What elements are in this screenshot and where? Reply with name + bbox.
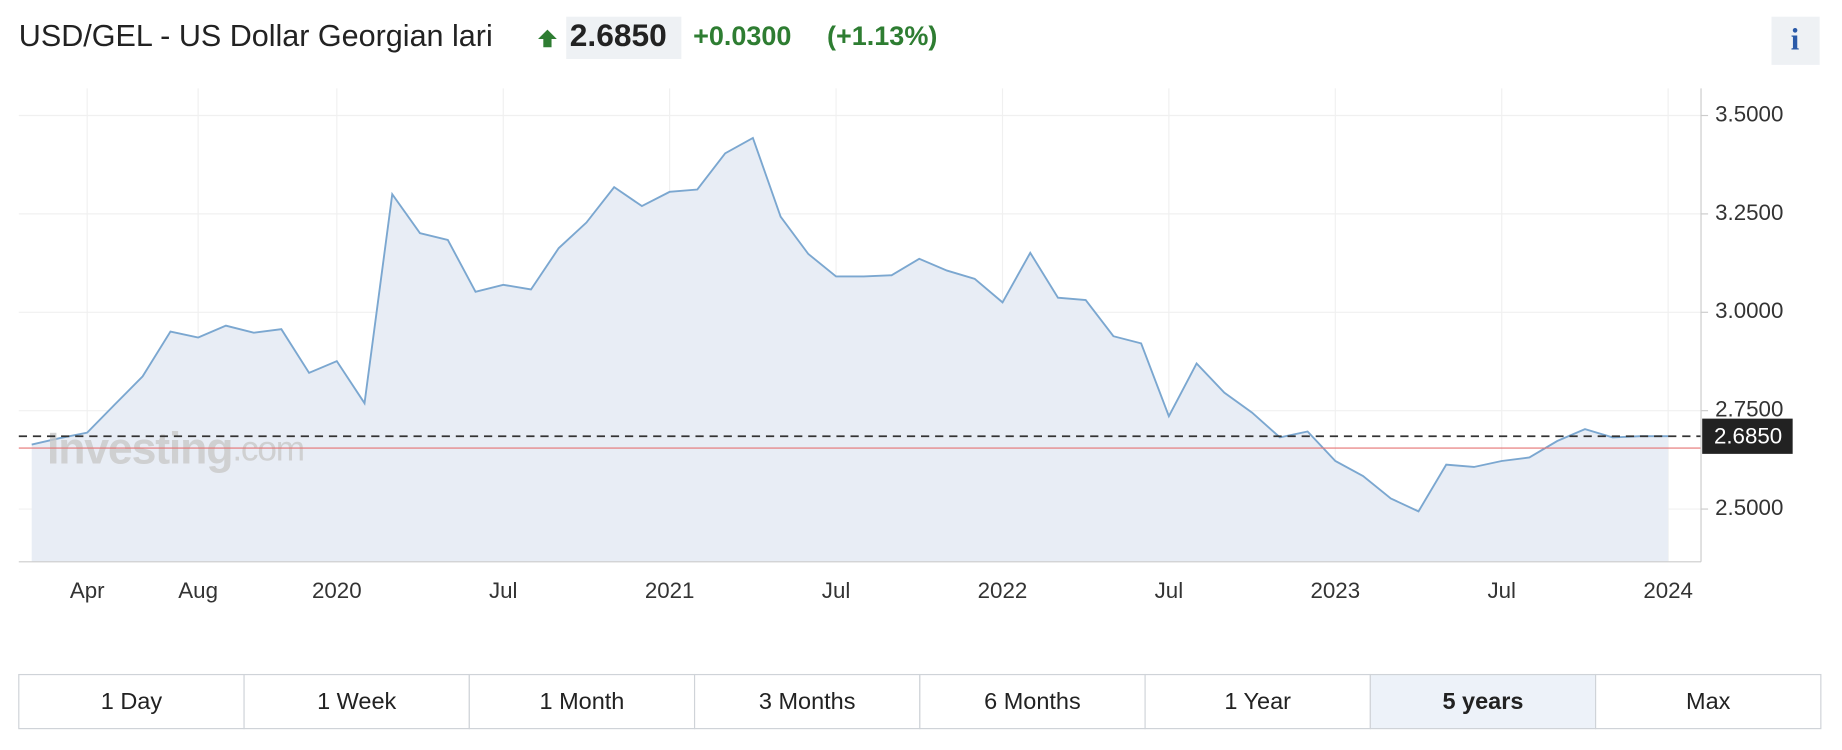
info-icon: i: [1791, 23, 1800, 57]
y-tick-label: 3.5000: [1715, 101, 1783, 126]
price-box: [566, 16, 682, 59]
y-tick-label: 3.0000: [1715, 298, 1783, 323]
plot-area: 2.5000 2.7500 3.0000 3.2500 3.5000 Apr Aug 2020…: [18, 88, 1793, 603]
range-button[interactable]: [919, 673, 1146, 730]
x-tick-label: 2021: [645, 578, 695, 603]
range-selector: 1 Day 1 Week 1 Month 3 Months 6 Months 1 Year…: [18, 673, 1822, 730]
range-button-label: 1 Week: [317, 688, 396, 714]
range-button[interactable]: [1144, 673, 1371, 730]
range-button-label: 1 Month: [540, 688, 625, 714]
x-tick-label: Jul: [1487, 578, 1516, 603]
title: USD/GEL - US Dollar Georgian lari: [19, 19, 493, 53]
range-button[interactable]: [243, 673, 470, 730]
x-tick-label: Aug: [178, 578, 218, 603]
x-tick-label: 2022: [978, 578, 1028, 603]
range-button-label: Max: [1686, 688, 1731, 714]
y-tick-label: 3.2500: [1715, 200, 1783, 225]
range-button[interactable]: [693, 673, 921, 730]
area-fill: [31, 137, 1669, 562]
x-tick-label: 2023: [1310, 578, 1360, 603]
change: +0.0300: [693, 21, 791, 51]
watermark-brand: Investing: [47, 424, 232, 473]
price: 2.6850: [570, 17, 667, 53]
range-button-label: 3 Months: [759, 688, 856, 714]
watermark: Investing.com: [47, 424, 304, 473]
change-percent: (+1.13%): [827, 21, 937, 51]
range-button[interactable]: [1369, 673, 1597, 730]
x-tick-label: 2020: [312, 578, 362, 603]
range-button-label: 1 Year: [1224, 688, 1291, 714]
x-tick-label: Apr: [70, 578, 105, 603]
current-value-label: 2.6850: [1714, 423, 1782, 448]
y-tick-label: 2.5000: [1715, 495, 1783, 520]
range-button-label: 1 Day: [101, 688, 163, 714]
range-button-label: 6 Months: [984, 688, 1081, 714]
info-button[interactable]: [1771, 16, 1820, 65]
y-tick-label: 2.7500: [1715, 397, 1783, 422]
x-tick-label: Jul: [822, 578, 851, 603]
x-tick-label: 2024: [1643, 578, 1693, 603]
x-tick-label: Jul: [1155, 578, 1184, 603]
up-arrow: [538, 29, 557, 48]
current-value-box: [1702, 418, 1793, 454]
x-tick-label: Jul: [489, 578, 518, 603]
range-button[interactable]: [1595, 673, 1822, 730]
price-line: [31, 136, 1669, 513]
range-button-label: 5 years: [1442, 688, 1523, 714]
